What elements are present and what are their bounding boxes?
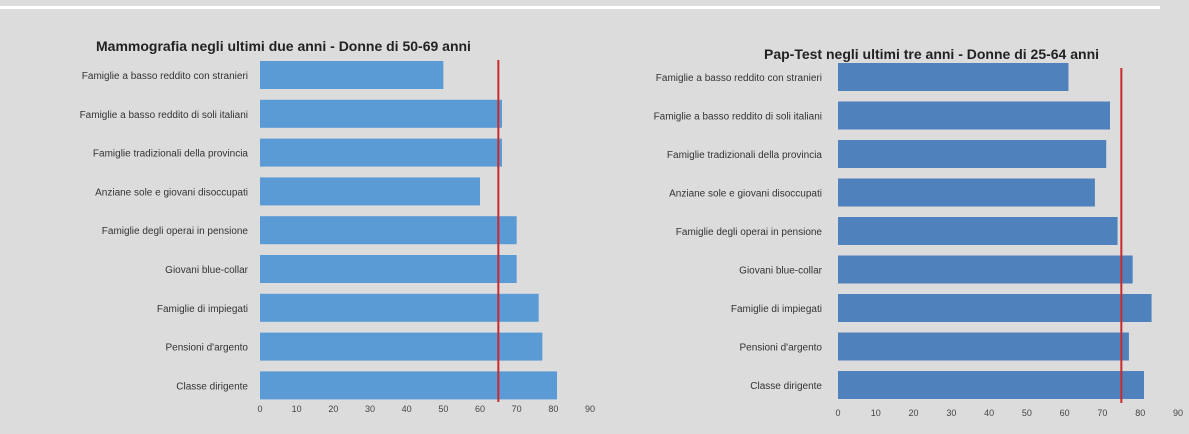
- x-tick-label: 50: [1022, 408, 1032, 418]
- x-tick-label: 90: [585, 404, 595, 414]
- bar: [838, 217, 1118, 245]
- x-tick-label: 80: [1135, 408, 1145, 418]
- bar: [260, 138, 502, 167]
- bar: [260, 61, 444, 89]
- bar: [260, 293, 539, 322]
- x-tick-label: 20: [909, 408, 919, 418]
- category-label: Famiglie tradizionali della provincia: [667, 150, 823, 161]
- x-tick-label: 50: [438, 404, 448, 414]
- category-label: Famiglie a basso reddito di soli italian…: [654, 112, 822, 123]
- bar: [838, 332, 1129, 361]
- header-divider: [0, 6, 1160, 9]
- x-tick-label: 80: [548, 404, 558, 414]
- x-tick-label: 30: [946, 408, 956, 418]
- category-label: Famiglie a basso reddito di soli italian…: [80, 110, 248, 121]
- mammografia-plot: Famiglie a basso reddito con stranieri Fa…: [80, 60, 595, 414]
- bar: [838, 140, 1107, 168]
- category-label: Pensioni d'argento: [739, 343, 822, 354]
- x-tick-label: 90: [1173, 408, 1183, 418]
- x-tick-label: 0: [257, 404, 262, 414]
- paptest-chart: Pap-Test negli ultimi tre anni - Donne d…: [600, 0, 1189, 429]
- category-label: Famiglie di impiegati: [157, 304, 248, 315]
- chart-title: Pap-Test negli ultimi tre anni - Donne d…: [764, 46, 1100, 62]
- x-tick-label: 60: [475, 404, 485, 414]
- x-tick-label: 30: [365, 404, 375, 414]
- x-tick-label: 10: [871, 408, 881, 418]
- bar: [838, 178, 1095, 207]
- bar: [260, 216, 517, 245]
- category-label: Famiglie a basso reddito con stranieri: [82, 71, 248, 82]
- x-tick-label: 40: [402, 404, 412, 414]
- bar: [260, 255, 517, 283]
- category-label: Famiglie a basso reddito con stranieri: [656, 73, 822, 84]
- category-label: Pensioni d'argento: [165, 343, 248, 354]
- bar: [260, 371, 557, 400]
- category-label: Giovani blue-collar: [739, 266, 822, 277]
- category-label: Famiglie di impiegati: [731, 304, 822, 315]
- bar: [838, 294, 1152, 322]
- bar: [838, 255, 1133, 284]
- category-label: Famiglie degli operai in pensione: [102, 226, 249, 237]
- bar: [838, 63, 1069, 91]
- x-tick-label: 20: [328, 404, 338, 414]
- category-label: Anziane sole e giovani disoccupati: [669, 189, 822, 200]
- x-tick-label: 40: [984, 408, 994, 418]
- category-label: Anziane sole e giovani disoccupati: [95, 187, 248, 198]
- bar: [260, 332, 543, 361]
- category-label: Famiglie degli operai in pensione: [676, 227, 823, 238]
- category-label: Classe dirigente: [750, 381, 822, 392]
- bar: [838, 101, 1110, 130]
- chart-title: Mammografia negli ultimi due anni - Donn…: [96, 38, 471, 54]
- category-label: Classe dirigente: [176, 381, 248, 392]
- paptest-plot: Famiglie a basso reddito con stranieri Fa…: [654, 63, 1183, 418]
- x-tick-label: 0: [835, 408, 840, 418]
- x-tick-label: 70: [512, 404, 522, 414]
- bar: [260, 99, 502, 128]
- bar: [838, 371, 1144, 399]
- x-tick-label: 60: [1060, 408, 1070, 418]
- category-label: Giovani blue-collar: [165, 265, 248, 276]
- x-tick-label: 70: [1097, 408, 1107, 418]
- x-tick-label: 10: [292, 404, 302, 414]
- mammografia-chart: Mammografia negli ultimi due anni - Donn…: [0, 0, 600, 429]
- category-label: Famiglie tradizionali della provincia: [93, 149, 249, 160]
- bar: [260, 177, 480, 206]
